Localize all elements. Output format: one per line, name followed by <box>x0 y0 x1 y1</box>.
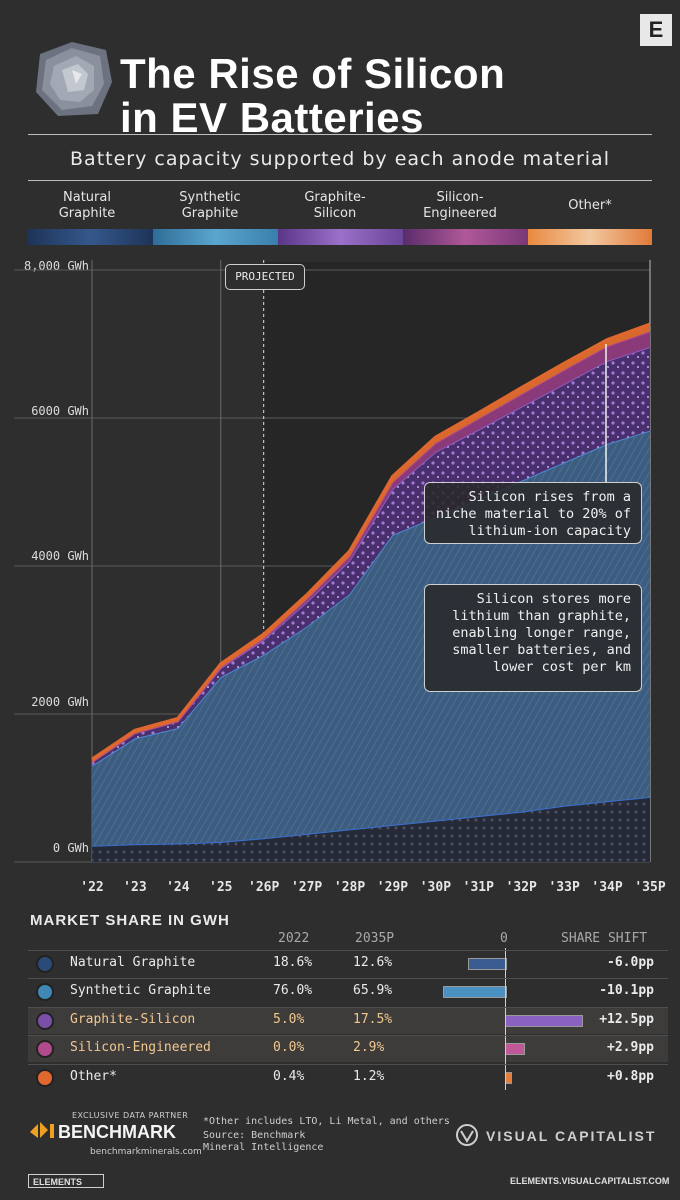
area-other-line <box>91 322 651 761</box>
annotation-silicon-rise: Silicon rises from a niche material to 2… <box>424 482 642 544</box>
row-share-2035: 12.6% <box>353 955 393 970</box>
col-head-2035: 2035P <box>355 931 395 946</box>
row-share-2035: 17.5% <box>353 1011 393 1027</box>
source-line-2: Mineral Intelligence <box>203 1142 324 1153</box>
x-tick-label: '31P <box>462 880 494 895</box>
row-share-2035: 2.9% <box>353 1040 385 1056</box>
legend-label-other: Other* <box>568 198 612 213</box>
benchmark-logo-icon <box>30 1122 54 1138</box>
source-line-1: Source: Benchmark <box>203 1130 306 1141</box>
y-tick-label: 6000 GWh <box>31 404 89 418</box>
share-shift-bar <box>443 986 507 999</box>
site-url: ELEMENTS.VISUALCAPITALIST.COM <box>510 1176 670 1186</box>
row-divider <box>28 1063 668 1065</box>
divider <box>28 134 652 135</box>
partner-name: BENCHMARK <box>58 1122 176 1142</box>
table-row: Natural Graphite 18.6% 12.6% -6.0pp <box>28 950 668 977</box>
row-share-shift: +0.8pp <box>607 1068 654 1084</box>
row-share-shift: +12.5pp <box>599 1011 654 1027</box>
x-tick-label: '27P <box>290 880 323 895</box>
row-share-shift: -10.1pp <box>599 983 654 999</box>
row-divider <box>28 950 668 951</box>
x-tick-label: '28P <box>333 880 366 895</box>
market-share-title: MARKET SHARE IN GWH <box>30 912 230 929</box>
projected-label: PROJECTED <box>225 264 305 290</box>
partner-caption: EXCLUSIVE DATA PARTNER <box>72 1111 189 1120</box>
row-material-name: Graphite-Silicon <box>70 1011 196 1027</box>
legend-swatch-natural-graphite <box>28 229 153 245</box>
legend-swatch-graphite-silicon <box>278 229 403 245</box>
annotation-silicon-stores: Silicon stores more lithium than graphit… <box>424 584 642 692</box>
partner-url: benchmarkminerals.com <box>90 1147 202 1157</box>
share-shift-zero-line <box>505 948 506 1090</box>
row-divider <box>28 978 668 980</box>
table-row: Synthetic Graphite 76.0% 65.9% -10.1pp <box>28 978 668 1005</box>
row-divider <box>28 1035 668 1037</box>
subtitle: Battery capacity supported by each anode… <box>70 148 610 170</box>
x-tick-label: '26P <box>248 880 280 895</box>
col-head-2022: 2022 <box>278 931 310 946</box>
row-share-2022: 0.4% <box>273 1068 305 1084</box>
row-share-2022: 18.6% <box>273 955 313 970</box>
row-material-name: Other* <box>70 1068 117 1084</box>
row-share-2022: 76.0% <box>273 983 313 999</box>
page-title: The Rise of Silicon in EV Batteries <box>120 50 506 141</box>
elements-badge: ELEMENTS <box>28 1174 104 1188</box>
share-shift-bar <box>468 958 507 970</box>
share-shift-bar <box>505 1043 525 1056</box>
y-tick-label: 4000 GWh <box>31 549 89 563</box>
row-share-shift: -6.0pp <box>607 955 654 970</box>
material-dot-icon <box>36 955 54 973</box>
divider <box>28 180 652 181</box>
visual-capitalist-logo-icon <box>456 1124 478 1146</box>
row-share-2035: 1.2% <box>353 1068 385 1084</box>
legend-swatch-silicon-engineered <box>403 229 528 245</box>
table-row: Graphite-Silicon 5.0% 17.5% +12.5pp <box>28 1006 668 1034</box>
col-head-zero: 0 <box>500 931 508 946</box>
y-tick-label: 0 GWh <box>52 841 89 855</box>
x-tick-label: '35P <box>634 880 666 895</box>
x-tick-label: '23 <box>123 880 147 895</box>
row-divider <box>28 1006 668 1008</box>
legend-label-natural-graphite: Natural Graphite <box>58 190 116 221</box>
x-tick-label: '29P <box>376 880 409 895</box>
share-shift-bar <box>505 1071 512 1084</box>
x-tick-label: '32P <box>505 880 537 895</box>
legend-label-graphite-silicon: Graphite- Silicon <box>304 190 366 221</box>
legend-label-silicon-engineered: Silicon- Engineered <box>423 190 497 221</box>
material-dot-icon <box>36 1040 54 1059</box>
row-material-name: Silicon-Engineered <box>70 1040 211 1056</box>
row-share-2035: 65.9% <box>353 983 393 999</box>
y-tick-label: 2000 GWh <box>31 695 89 709</box>
x-tick-label: '25 <box>209 880 233 895</box>
x-tick-label: '34P <box>591 880 623 895</box>
row-material-name: Synthetic Graphite <box>70 983 211 999</box>
x-tick-label: '30P <box>419 880 452 895</box>
row-share-2022: 0.0% <box>273 1040 305 1056</box>
publisher-name: VISUAL CAPITALIST <box>486 1128 657 1144</box>
material-dot-icon <box>36 983 54 1002</box>
row-share-2022: 5.0% <box>273 1011 305 1027</box>
x-tick-label: '24 <box>166 880 190 895</box>
row-share-shift: +2.9pp <box>607 1040 654 1056</box>
material-dot-icon <box>36 1011 54 1030</box>
col-head-share-shift: SHARE SHIFT <box>561 931 648 946</box>
material-dot-icon <box>36 1068 54 1087</box>
row-material-name: Natural Graphite <box>70 955 196 970</box>
legend-swatch-synthetic-graphite <box>153 229 278 245</box>
share-shift-bar <box>505 1014 584 1027</box>
x-tick-label: '33P <box>548 880 580 895</box>
footnote: *Other includes LTO, Li Metal, and other… <box>203 1116 450 1127</box>
table-row: Other* 0.4% 1.2% +0.8pp <box>28 1064 668 1091</box>
table-row: Silicon-Engineered 0.0% 2.9% +2.9pp <box>28 1035 668 1063</box>
legend-label-synthetic-graphite: Synthetic Graphite <box>179 190 241 221</box>
x-tick-label: '22 <box>80 880 104 895</box>
silicon-rock-image <box>36 42 112 116</box>
legend-swatch-other <box>528 229 652 245</box>
elements-logo: E <box>640 14 672 46</box>
